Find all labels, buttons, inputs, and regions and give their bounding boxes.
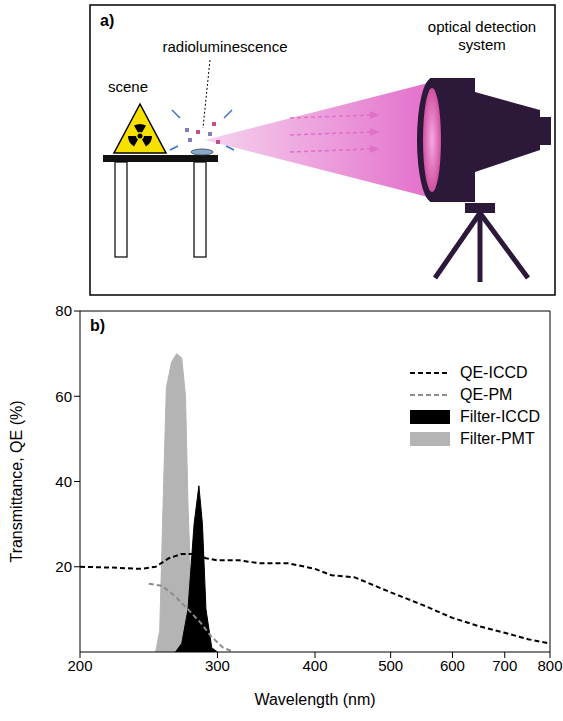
- svg-text:a): a): [100, 12, 114, 29]
- html-text:Filter-ICCD: Filter-ICCD: [460, 408, 540, 426]
- svg-text:400: 400: [302, 657, 327, 674]
- html-text:b): b): [90, 317, 106, 334]
- svg-text:scene: scene: [108, 78, 148, 95]
- svg-text:radioluminescence: radioluminescence: [162, 38, 287, 55]
- html-text:QE-ICCD: QE-ICCD: [460, 364, 528, 382]
- svg-text:500: 500: [378, 657, 403, 674]
- svg-text:Wavelength (nm): Wavelength (nm): [254, 691, 375, 708]
- svg-text:80: 80: [55, 302, 72, 319]
- svg-text:20: 20: [55, 558, 72, 575]
- svg-text:700: 700: [492, 657, 517, 674]
- svg-text:Transmittance, QE (%): Transmittance, QE (%): [8, 400, 25, 562]
- svg-text:60: 60: [55, 388, 72, 405]
- html-text:QE-PM: QE-PM: [460, 386, 513, 404]
- svg-text:200: 200: [67, 657, 92, 674]
- svg-text:system: system: [458, 36, 506, 53]
- svg-text:300: 300: [205, 657, 230, 674]
- svg-text:600: 600: [440, 657, 465, 674]
- svg-text:optical detection: optical detection: [428, 18, 536, 35]
- svg-text:800: 800: [537, 657, 562, 674]
- svg-text:40: 40: [55, 473, 72, 490]
- html-text:Filter-PMT: Filter-PMT: [460, 430, 535, 448]
